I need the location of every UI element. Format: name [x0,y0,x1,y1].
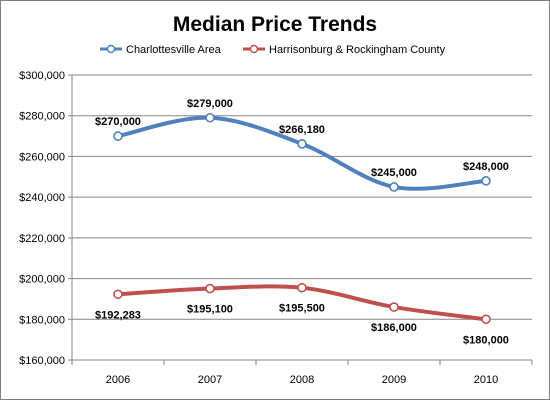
data-point [205,112,215,123]
legend-swatch-marker [106,44,116,54]
data-label: $279,000 [187,98,233,110]
y-tick-label: $160,000 [19,355,65,367]
x-tick-label: 2009 [382,374,406,386]
gridlines [72,74,532,361]
axes: $160,000 $180,000 $200,000 $220,000 $240,000… [19,70,533,386]
x-tick-label: 2006 [106,374,130,386]
data-label: $248,000 [463,161,509,173]
y-tick-label: $220,000 [19,233,65,245]
data-point [297,282,307,293]
y-tick-label: $240,000 [19,192,65,204]
data-label: $192,283 [95,309,141,321]
y-tick-label: $300,000 [19,70,65,82]
chart-title: Median Price Trends [173,13,377,36]
y-tick-label: $260,000 [19,151,65,163]
data-point [389,302,399,312]
legend-swatch-marker [249,44,259,54]
data-label: $266,180 [279,124,325,136]
legend-item-label: Harrisonburg & Rockingham County [269,44,446,56]
data-point [205,283,215,294]
data-label: $270,000 [95,116,141,128]
data-point [481,176,491,186]
data-labels: $270,000 $279,000 $266,180 $245,000 $248,000… [95,98,509,347]
data-label: $186,000 [371,322,417,334]
x-tick-label: 2010 [474,374,498,386]
chart-legend: Charlottesville Area Harrisonburg & Rocki… [100,44,446,56]
data-label: $195,100 [187,304,233,316]
data-point [481,314,491,325]
data-point [113,131,123,141]
data-point [389,182,399,192]
y-tick-label: $280,000 [19,111,65,123]
data-point [113,289,123,300]
y-tick-label: $200,000 [19,274,65,286]
legend-item-label: Charlottesville Area [126,44,222,56]
data-label: $195,500 [279,303,325,315]
series-points [113,112,491,325]
data-point [297,139,307,149]
data-label: $245,000 [371,167,417,179]
x-tick-label: 2007 [198,374,222,386]
data-label: $180,000 [463,334,509,346]
x-tick-label: 2008 [290,374,314,386]
y-tick-label: $180,000 [19,314,65,326]
